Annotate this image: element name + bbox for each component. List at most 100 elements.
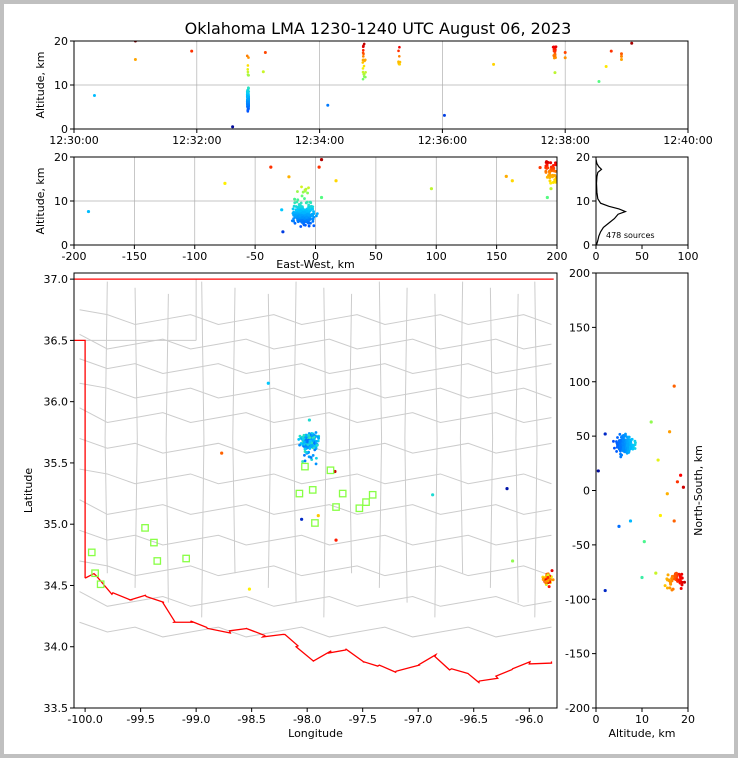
source-point (668, 586, 672, 590)
source-point (550, 569, 554, 573)
lma-station-marker (362, 498, 370, 506)
x-axis-label: Altitude, km (608, 727, 675, 740)
x-tick-label: 12:30:00 (49, 134, 98, 147)
axes-frame (73, 156, 558, 246)
source-point (510, 179, 514, 183)
county-boundary (79, 499, 552, 515)
source-point (670, 577, 674, 581)
y-tick-label: 20 (54, 151, 68, 164)
lma-station-marker (141, 524, 149, 532)
source-point (246, 73, 250, 76)
y-tick-label: 10 (54, 195, 68, 208)
ticks: -100.0 -99.5 -99.0 -98.5 -98.0 -97.5 -97.0 -96.… (44, 273, 544, 726)
source-point (293, 221, 297, 225)
source-point (312, 210, 315, 213)
county-boundary (104, 281, 108, 574)
source-point (622, 449, 625, 453)
source-point (298, 204, 302, 207)
source-point (310, 205, 313, 208)
source-point (616, 436, 619, 439)
ticks: -200 -150 -100 -50 0 50 100 150 200 0 10 20 (54, 151, 568, 263)
county-boundary (79, 560, 552, 577)
source-point (363, 72, 366, 76)
source-point (334, 179, 338, 183)
y-tick-label: 34.0 (44, 641, 69, 654)
source-point (615, 440, 618, 443)
x-tick-label: -96.0 (515, 713, 543, 726)
source-point (545, 195, 549, 200)
source-point (263, 50, 267, 54)
source-point (665, 492, 669, 496)
y-tick-label: 37.0 (44, 273, 69, 286)
x-tick-label: -100.0 (67, 713, 102, 726)
county-boundary (434, 293, 438, 618)
source-point (603, 588, 607, 593)
source-point (551, 578, 555, 582)
source-point (552, 49, 556, 53)
x-tick-label: 12:32:00 (172, 134, 221, 147)
source-point (617, 524, 621, 528)
source-point (334, 538, 338, 542)
source-point (302, 440, 306, 444)
source-point (398, 45, 401, 49)
source-point (298, 214, 302, 218)
y-tick-label: -150 (565, 648, 590, 661)
source-point (266, 381, 270, 385)
source-point (620, 453, 624, 457)
source-point (307, 418, 311, 422)
source-point (311, 439, 315, 442)
y-tick-label: 0 (61, 239, 68, 252)
source-point (303, 447, 307, 451)
source-point (634, 441, 637, 445)
source-point (362, 64, 366, 68)
source-point (306, 221, 310, 224)
source-point (670, 588, 674, 592)
county-boundary (79, 621, 552, 638)
source-point (314, 456, 318, 460)
y-tick-label: 34.5 (44, 579, 69, 592)
source-point (547, 585, 551, 589)
source-point (261, 70, 265, 74)
source-point (622, 439, 625, 442)
source-point (309, 207, 313, 211)
source-point (552, 169, 556, 173)
source-point (617, 441, 621, 445)
source-point (492, 62, 496, 66)
source-point (315, 443, 319, 447)
figure-title: Oklahoma LMA 1230-1240 UTC August 06, 20… (185, 19, 572, 38)
source-point (190, 49, 194, 53)
source-point (247, 587, 252, 591)
source-point (294, 205, 298, 208)
x-tick-label: -96.5 (459, 713, 487, 726)
source-point (362, 44, 365, 48)
source-point (361, 77, 365, 81)
x-tick-label: 0 (312, 250, 319, 263)
source-point (308, 440, 312, 444)
source-point (563, 50, 567, 54)
source-point (616, 443, 619, 447)
source-point (510, 559, 515, 563)
source-point (290, 219, 294, 223)
y-tick-label: 36.5 (44, 334, 69, 347)
plot-area (596, 273, 688, 708)
source-point (619, 52, 623, 56)
source-point (649, 420, 653, 424)
x-tick-label: -150 (122, 250, 147, 263)
source-point (287, 175, 291, 179)
source-point (246, 68, 250, 71)
plot-area (596, 157, 688, 245)
source-point (92, 94, 96, 98)
source-count-annotation: 478 sources (606, 231, 655, 240)
source-point (549, 187, 553, 191)
source-point (305, 215, 309, 219)
source-point (307, 206, 310, 210)
county-boundary (459, 281, 464, 574)
source-point (624, 432, 627, 436)
source-point (544, 164, 548, 168)
lma-station-marker (368, 490, 377, 499)
source-point (302, 433, 306, 437)
source-point (299, 209, 302, 213)
source-point (667, 578, 671, 582)
source-point (678, 581, 682, 585)
y-tick-label: -50 (572, 539, 590, 552)
